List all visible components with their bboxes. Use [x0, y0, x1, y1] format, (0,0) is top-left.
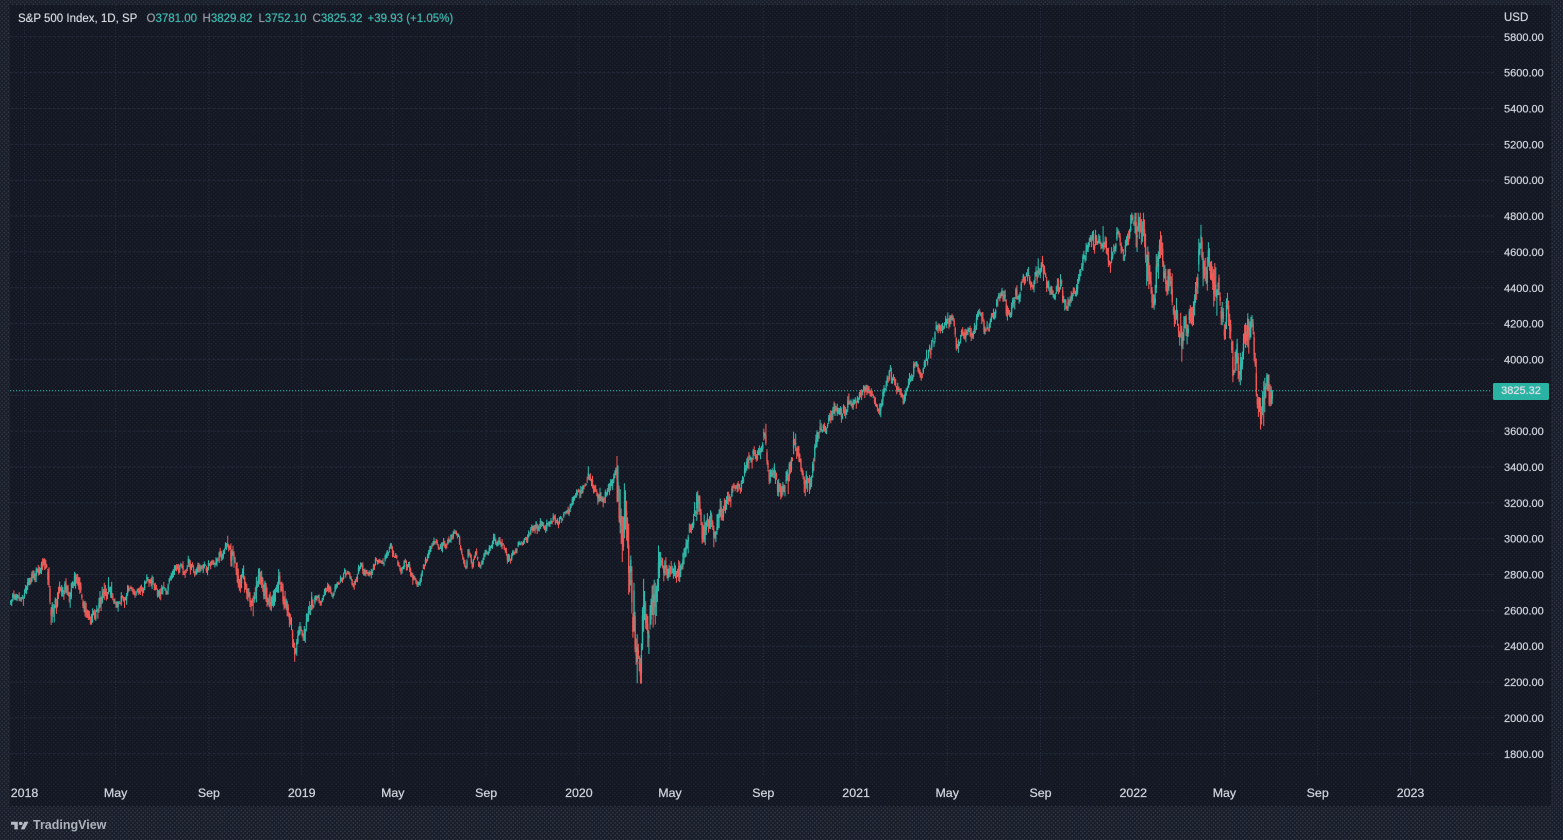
svg-text:3200.00: 3200.00: [1504, 498, 1544, 510]
svg-text:2800.00: 2800.00: [1504, 570, 1544, 582]
svg-text:2022: 2022: [1120, 786, 1148, 800]
svg-text:Sep: Sep: [1029, 786, 1051, 800]
svg-text:May: May: [104, 786, 128, 800]
svg-text:2020: 2020: [565, 786, 593, 800]
svg-text:May: May: [1213, 786, 1237, 800]
svg-text:Sep: Sep: [1307, 786, 1329, 800]
svg-text:May: May: [658, 786, 682, 800]
svg-text:4200.00: 4200.00: [1504, 319, 1544, 331]
svg-text:5400.00: 5400.00: [1504, 104, 1544, 116]
svg-text:5200.00: 5200.00: [1504, 139, 1544, 151]
svg-text:2400.00: 2400.00: [1504, 641, 1544, 653]
svg-text:May: May: [381, 786, 405, 800]
svg-text:5000.00: 5000.00: [1504, 175, 1544, 187]
svg-text:5800.00: 5800.00: [1504, 32, 1544, 44]
svg-text:Sep: Sep: [475, 786, 497, 800]
svg-text:4800.00: 4800.00: [1504, 211, 1544, 223]
svg-text:2023: 2023: [1397, 786, 1425, 800]
svg-text:3600.00: 3600.00: [1504, 426, 1544, 438]
svg-text:3400.00: 3400.00: [1504, 462, 1544, 474]
svg-text:2600.00: 2600.00: [1504, 605, 1544, 617]
svg-text:USD: USD: [1504, 12, 1528, 24]
svg-text:Sep: Sep: [752, 786, 774, 800]
svg-text:4400.00: 4400.00: [1504, 283, 1544, 295]
svg-text:5600.00: 5600.00: [1504, 68, 1544, 80]
svg-text:Sep: Sep: [198, 786, 220, 800]
svg-text:2021: 2021: [842, 786, 870, 800]
svg-text:3000.00: 3000.00: [1504, 534, 1544, 546]
svg-text:1800.00: 1800.00: [1504, 749, 1544, 761]
svg-text:2019: 2019: [288, 786, 316, 800]
svg-text:2200.00: 2200.00: [1504, 677, 1544, 689]
svg-text:May: May: [935, 786, 959, 800]
svg-text:2018: 2018: [11, 786, 39, 800]
svg-text:4600.00: 4600.00: [1504, 247, 1544, 259]
svg-text:4000.00: 4000.00: [1504, 354, 1544, 366]
svg-text:2000.00: 2000.00: [1504, 713, 1544, 725]
